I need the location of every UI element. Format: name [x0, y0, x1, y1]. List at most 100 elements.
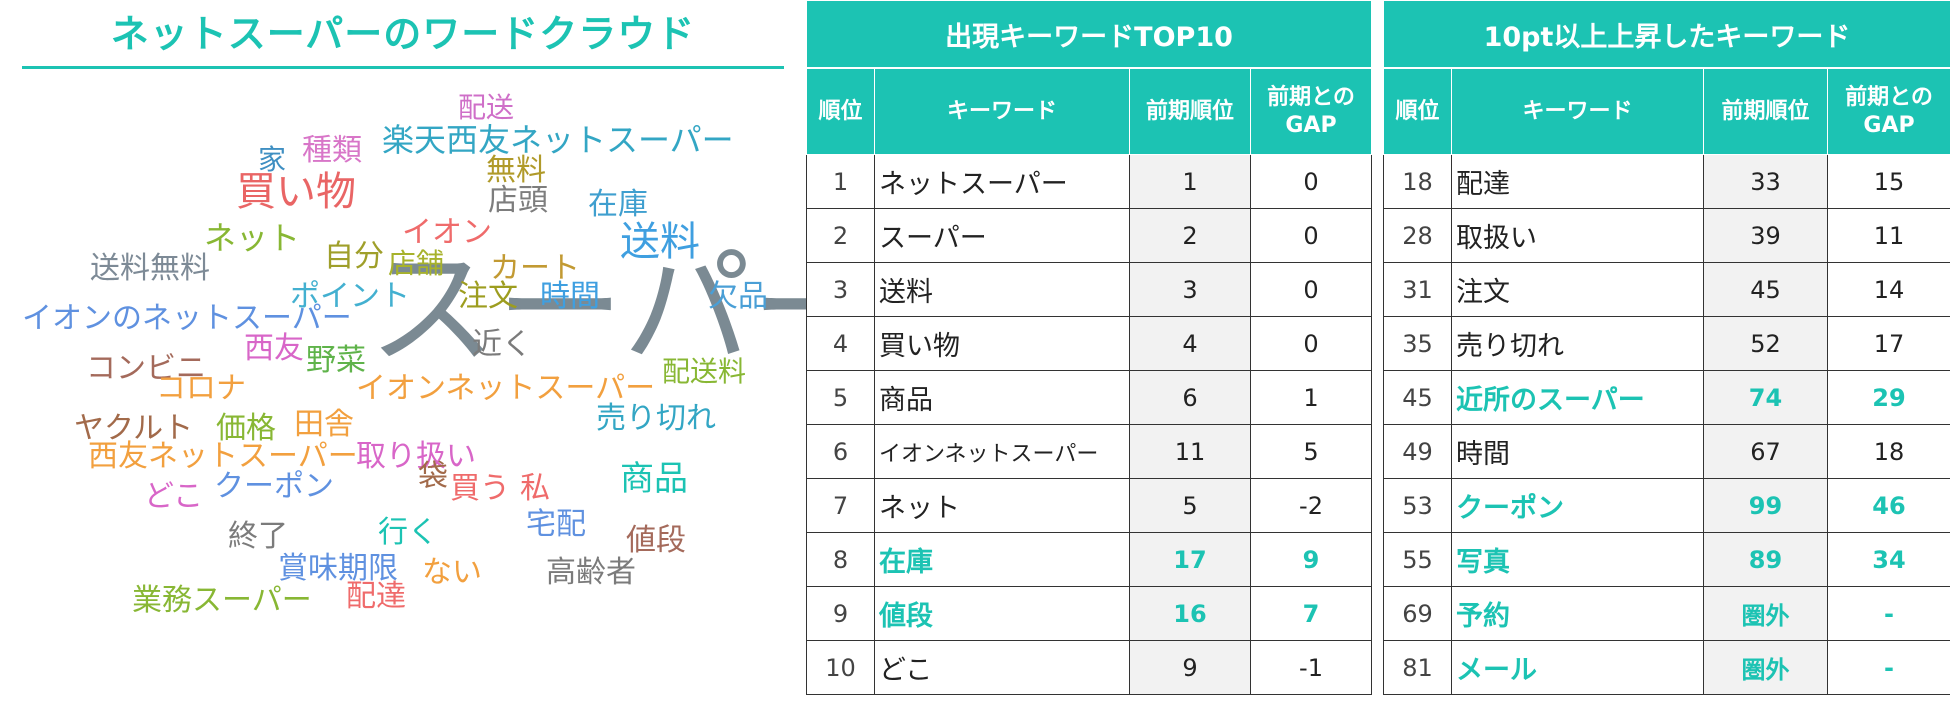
prev-rank-cell: 33 — [1703, 154, 1828, 209]
rising-keyword-table: 10pt以上上昇したキーワード 順位 キーワード 前期順位 前期との GAP 1… — [1383, 0, 1950, 695]
cloud-word: ネット — [204, 219, 301, 257]
table-row: 5 商品 6 1 — [806, 370, 1373, 425]
top10-keyword-table: 出現キーワードTOP10 順位 キーワード 前期順位 前期との GAP 1 ネット… — [805, 0, 1373, 695]
table-row: 28 取扱い 39 11 — [1383, 208, 1950, 263]
gap-cell: - — [1827, 586, 1950, 641]
prev-rank-cell: 2 — [1129, 208, 1251, 263]
cloud-word: 高齢者 — [546, 555, 636, 590]
prev-rank-cell: 11 — [1129, 424, 1251, 479]
gap-cell: 7 — [1249, 586, 1373, 641]
gap-cell: 15 — [1827, 154, 1950, 209]
keyword-cell: イオンネットスーパー — [874, 424, 1130, 479]
rank-cell: 53 — [1383, 478, 1452, 533]
cloud-word: 価格 — [216, 411, 276, 446]
gap-cell: 5 — [1249, 424, 1373, 479]
cloud-word: ヤクルト — [74, 411, 194, 446]
keyword-cell: 配達 — [1451, 154, 1704, 209]
prev-rank-cell: 5 — [1129, 478, 1251, 533]
rank-cell: 10 — [806, 640, 875, 695]
gap-cell: - — [1827, 640, 1950, 695]
rank-cell: 49 — [1383, 424, 1452, 479]
table-caption: 10pt以上上昇したキーワード — [1383, 0, 1950, 69]
prev-rank-cell: 1 — [1129, 154, 1251, 209]
column-header-gap: 前期との GAP — [1827, 67, 1950, 155]
prev-rank-cell: 89 — [1703, 532, 1828, 587]
column-header-rank: 順位 — [1383, 67, 1452, 155]
cloud-word: 取り扱い — [356, 439, 476, 474]
table-row: 69 予約 圏外 - — [1383, 586, 1950, 641]
cloud-word: 業務スーパー — [132, 583, 312, 618]
cloud-word: 袋 — [418, 459, 448, 494]
cloud-word: ポイント — [290, 279, 410, 314]
keyword-cell: 取扱い — [1451, 208, 1704, 263]
cloud-word: 宅配 — [526, 507, 586, 542]
gap-cell: 0 — [1249, 208, 1373, 263]
prev-rank-cell: 9 — [1129, 640, 1251, 695]
prev-rank-cell: 4 — [1129, 316, 1251, 371]
gap-cell: 34 — [1827, 532, 1950, 587]
prev-rank-cell: 圏外 — [1703, 586, 1828, 641]
cloud-word: スーパー — [368, 235, 879, 384]
table-row: 8 在庫 17 9 — [806, 532, 1373, 587]
keyword-cell: ネット — [874, 478, 1130, 533]
table-row: 10 どこ 9 -1 — [806, 640, 1373, 695]
prev-rank-cell: 圏外 — [1703, 640, 1828, 695]
cloud-word: 自分 — [324, 239, 384, 274]
cloud-word: コンビニ — [86, 351, 206, 386]
gap-cell: 18 — [1827, 424, 1950, 479]
prev-rank-cell: 16 — [1129, 586, 1251, 641]
cloud-word: 野菜 — [306, 343, 366, 378]
keyword-cell: どこ — [874, 640, 1130, 695]
keyword-cell: 注文 — [1451, 262, 1704, 317]
cloud-word: 配達 — [346, 579, 406, 614]
cloud-word: 家 — [258, 143, 287, 176]
cloud-word: 配送 — [458, 91, 515, 124]
prev-rank-cell: 52 — [1703, 316, 1828, 371]
table-row: 55 写真 89 34 — [1383, 532, 1950, 587]
word-cloud-title: ネットスーパーのワードクラウド — [110, 12, 696, 56]
cloud-word: イオン — [402, 215, 492, 250]
table-row: 18 配達 33 15 — [1383, 154, 1950, 209]
keyword-cell: 写真 — [1451, 532, 1704, 587]
keyword-cell: 近所のスーパー — [1451, 370, 1704, 425]
prev-rank-cell: 74 — [1703, 370, 1828, 425]
rank-cell: 2 — [806, 208, 875, 263]
title-underline — [22, 66, 784, 69]
cloud-word: 無料 — [486, 153, 546, 188]
word-cloud-panel: ネットスーパーのワードクラウド スーパー 配送 楽天西友ネットスーパー家種類 無料 買い… — [0, 0, 879, 708]
gap-cell: 17 — [1827, 316, 1950, 371]
keyword-cell: 買い物 — [874, 316, 1130, 371]
keyword-cell: スーパー — [874, 208, 1130, 263]
table-row: 9 値段 16 7 — [806, 586, 1373, 641]
keyword-cell: クーポン — [1451, 478, 1704, 533]
rank-cell: 8 — [806, 532, 875, 587]
gap-cell: -1 — [1249, 640, 1373, 695]
gap-cell: 29 — [1827, 370, 1950, 425]
table-row: 31 注文 45 14 — [1383, 262, 1950, 317]
rank-cell: 18 — [1383, 154, 1452, 209]
keyword-cell: 予約 — [1451, 586, 1704, 641]
rank-cell: 45 — [1383, 370, 1452, 425]
keyword-cell: メール — [1451, 640, 1704, 695]
gap-cell: 9 — [1249, 532, 1373, 587]
rank-cell: 9 — [806, 586, 875, 641]
rank-cell: 3 — [806, 262, 875, 317]
cloud-word: 近く — [472, 327, 532, 362]
column-header-prev-rank: 前期順位 — [1129, 67, 1251, 155]
gap-cell: 0 — [1249, 262, 1373, 317]
rank-cell: 69 — [1383, 586, 1452, 641]
rank-cell: 35 — [1383, 316, 1452, 371]
table-row: 35 売り切れ 52 17 — [1383, 316, 1950, 371]
table-row: 1 ネットスーパー 1 0 — [806, 154, 1373, 209]
rank-cell: 28 — [1383, 208, 1452, 263]
keyword-cell: 値段 — [874, 586, 1130, 641]
cloud-word: イオンネットスーパー — [356, 371, 656, 406]
cloud-word: 私 — [520, 471, 550, 506]
cloud-word: コロナ — [156, 371, 246, 406]
rank-cell: 6 — [806, 424, 875, 479]
cloud-word: 在庫 — [588, 187, 648, 222]
cloud-word: 西友 — [244, 331, 304, 366]
gap-cell: 0 — [1249, 316, 1373, 371]
cloud-word: カート — [490, 251, 580, 286]
prev-rank-cell: 17 — [1129, 532, 1251, 587]
